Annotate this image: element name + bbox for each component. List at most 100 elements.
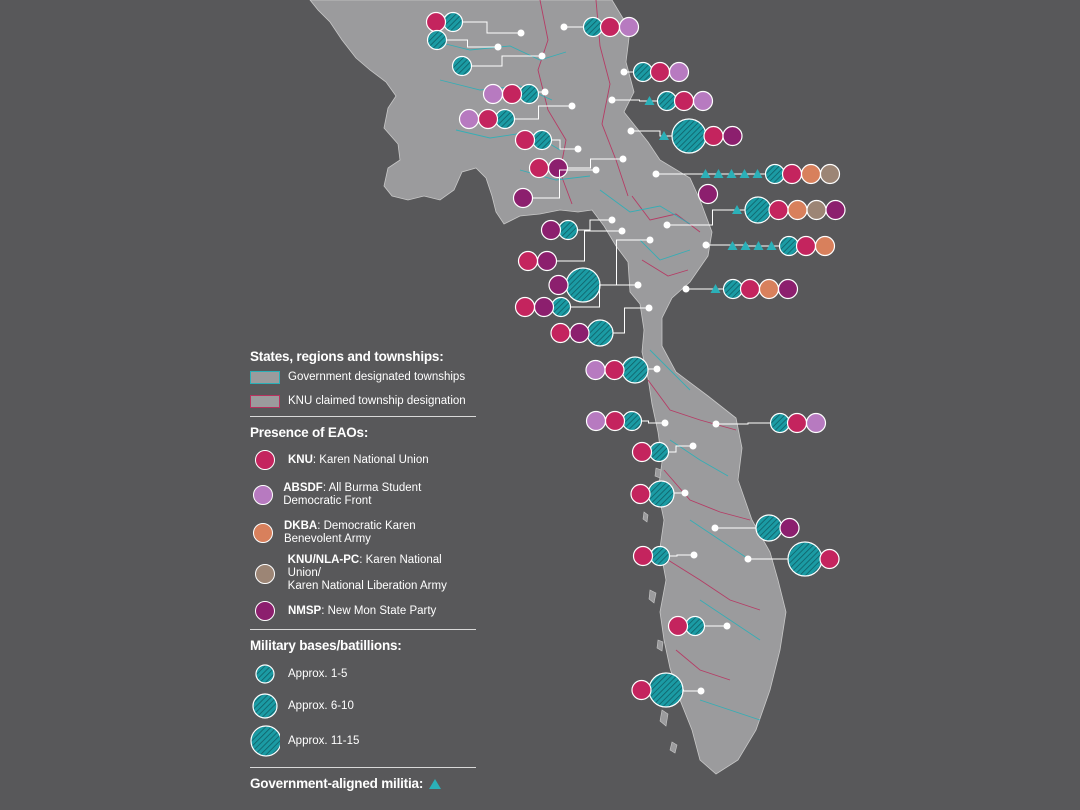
military-label: Approx. 1-5 <box>288 667 348 680</box>
gov-township-swatch <box>250 371 280 384</box>
militia-triangle-icon <box>644 96 655 105</box>
knu-dot-icon <box>255 450 275 470</box>
knu-presence-icon <box>514 296 536 318</box>
township-marker <box>632 545 698 567</box>
militia-triangle-icon <box>713 169 724 178</box>
military-base-icon <box>769 412 791 434</box>
township-dot <box>619 155 627 163</box>
township-marker <box>451 52 546 77</box>
military-base-icon <box>494 108 516 130</box>
township-dot <box>682 285 690 293</box>
dkb-presence-icon <box>787 199 808 221</box>
military-base-icon <box>557 219 579 241</box>
knu-presence-icon <box>739 278 761 300</box>
township-dot <box>645 304 653 312</box>
dkb-presence-icon <box>814 235 836 257</box>
military-base-icon <box>647 480 675 508</box>
eao-name: : Karen National Union <box>312 453 429 466</box>
knu-presence-icon <box>604 359 625 381</box>
military-base-icon <box>778 235 800 257</box>
knu-presence-icon <box>703 125 724 147</box>
eao-name-line2: Karen National Liberation Army <box>287 580 447 592</box>
township-marker <box>702 235 836 257</box>
military-base-icon <box>722 278 744 300</box>
leader-line <box>612 99 667 102</box>
township-dot <box>697 687 705 695</box>
leader-line <box>462 55 542 67</box>
militia-triangle-icon <box>752 169 763 178</box>
military-base-icon <box>649 545 671 567</box>
legend-divider <box>250 629 476 630</box>
township-dot <box>702 241 710 249</box>
township-dot <box>663 221 671 229</box>
township-dot <box>568 102 576 110</box>
eao-abbr: ABSDF <box>283 482 323 494</box>
township-marker <box>540 216 616 241</box>
township-marker <box>550 304 653 347</box>
township-dot <box>620 68 628 76</box>
nms-presence-icon <box>547 157 569 179</box>
township-marker <box>512 166 600 209</box>
military-base-icon <box>656 90 678 112</box>
legend-militia: Government-aligned militia: <box>250 775 476 793</box>
township-marker <box>697 183 719 205</box>
militia-triangle-icon <box>766 241 777 250</box>
legend-military-11-15: Approx. 11-15 <box>250 725 476 757</box>
knu-presence-icon <box>514 129 536 151</box>
township-marker <box>667 615 731 637</box>
legend-military-title: Military bases/batillions: <box>250 638 402 653</box>
township-dot <box>618 227 626 235</box>
township-dot <box>690 551 698 559</box>
township-dot <box>646 236 654 244</box>
gov-township-label: Government designated townships <box>288 371 466 383</box>
knu-presence-icon <box>781 163 803 185</box>
militia-triangle-icon <box>429 779 442 789</box>
abs-presence-icon <box>668 61 690 83</box>
leader-line <box>547 230 622 262</box>
legend-gov-townships: Government designated townships <box>250 371 476 384</box>
nla-presence-icon <box>806 199 827 221</box>
knu-presence-icon <box>501 83 523 105</box>
militia-triangle-icon <box>727 241 738 250</box>
military-base-icon <box>426 29 448 51</box>
knu-presence-icon <box>630 483 651 505</box>
military-base-icon <box>621 356 649 384</box>
township-dot <box>560 23 568 31</box>
dkba-dot-icon <box>252 523 273 543</box>
knu-presence-icon <box>631 441 653 463</box>
township-marker <box>652 163 841 185</box>
township-marker <box>517 227 626 272</box>
knu-presence-icon <box>477 108 499 130</box>
military-label: Approx. 6-10 <box>288 699 354 712</box>
military-base-icon <box>518 83 540 105</box>
township-dot <box>541 88 549 96</box>
legend-militia-title: Government-aligned militia: <box>250 776 424 791</box>
legend-eao-absdf: ABSDF: All Burma Student Democratic Fron… <box>250 482 476 508</box>
legend-eao-dkba: DKBA: Democratic Karen Benevolent Army <box>250 520 476 546</box>
knu-presence-icon <box>819 548 840 570</box>
military-base-icon <box>582 16 604 38</box>
legend-eao-title: Presence of EAOs: <box>250 425 369 440</box>
legend-eao-nmsp: NMSP: New Mon State Party <box>250 601 476 621</box>
abs-presence-icon <box>585 359 606 381</box>
township-dot <box>634 281 642 289</box>
nmsp-dot-icon <box>255 601 275 621</box>
township-markers <box>425 11 846 708</box>
military-base-icon <box>451 55 473 77</box>
militia-triangle-icon <box>710 284 721 293</box>
legend-military-1-5: Approx. 1-5 <box>250 664 476 684</box>
militia-triangle-icon <box>659 131 669 140</box>
township-marker <box>514 129 582 153</box>
township-dot <box>711 524 719 532</box>
legend-military-6-10: Approx. 6-10 <box>250 693 476 719</box>
leader-line <box>523 169 596 199</box>
leader-line <box>505 105 572 120</box>
military-base-icon <box>744 196 772 224</box>
township-marker <box>585 356 661 384</box>
township-dot <box>494 43 502 51</box>
knu-presence-icon <box>631 679 652 701</box>
leader-line <box>561 284 638 308</box>
legend-knu-townships: KNU claimed township designation <box>250 395 476 408</box>
township-marker <box>631 672 705 708</box>
township-marker <box>425 11 525 37</box>
